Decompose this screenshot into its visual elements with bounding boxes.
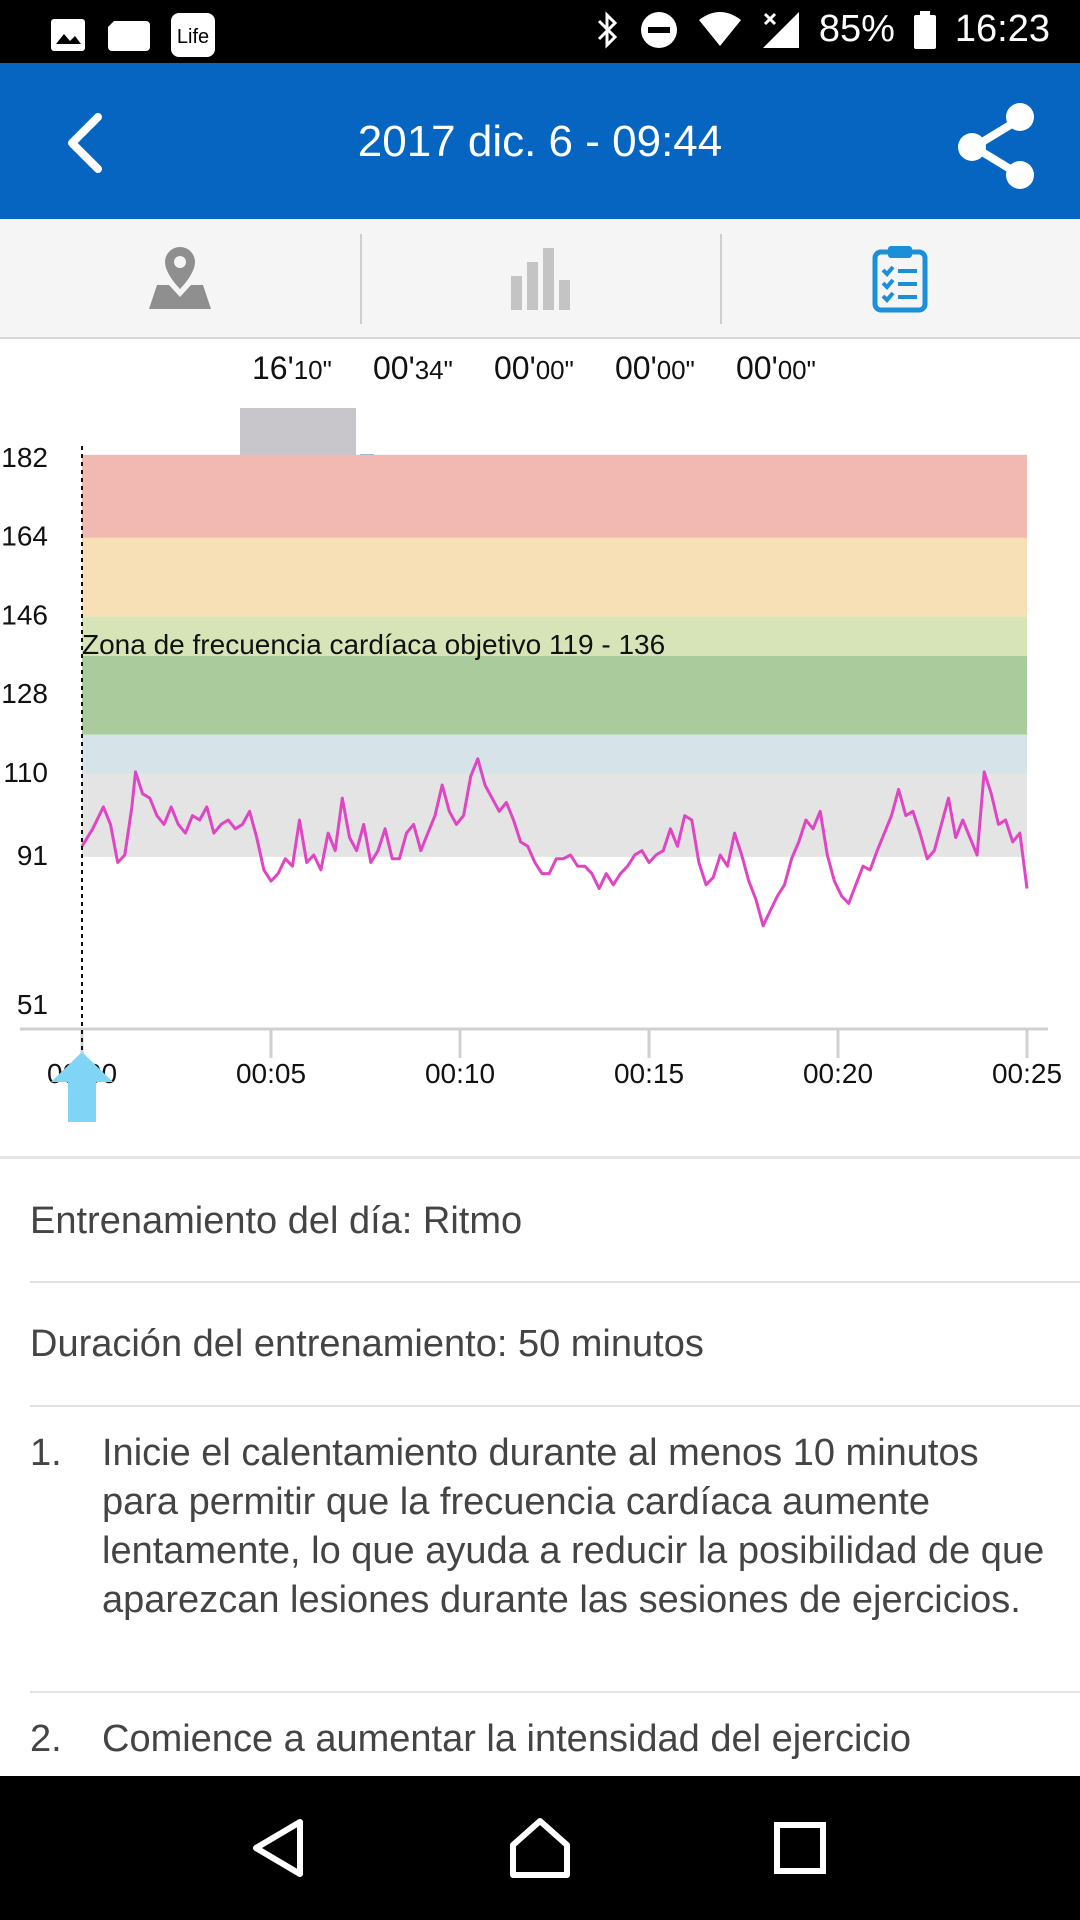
target-zone-label: Zona de frecuencia cardíaca objetivo 119…	[82, 629, 665, 660]
x-tick-label: 00:15	[614, 1058, 684, 1089]
clock: 16:23	[954, 8, 1050, 50]
notification-icon	[108, 21, 150, 51]
y-tick-label: 128	[1, 678, 48, 709]
section-divider	[0, 1156, 1080, 1159]
nav-recents-icon	[774, 1822, 826, 1874]
tab-bar	[0, 219, 1080, 339]
do-not-disturb-icon	[640, 11, 677, 48]
zone-time-1: 16'10"	[252, 350, 332, 387]
back-button[interactable]	[50, 103, 130, 183]
status-bar: Life 85% 16:23	[0, 0, 1080, 63]
hr-zone-band	[82, 537, 1027, 617]
heart-rate-chart: Zona de frecuencia cardíaca objetivo 119…	[1, 442, 1062, 1122]
battery-icon	[913, 10, 936, 49]
x-tick-label: 00:10	[425, 1058, 495, 1089]
y-tick-label: 91	[17, 840, 48, 871]
tab-map[interactable]	[0, 219, 360, 337]
share-icon	[958, 103, 1034, 189]
y-tick-label: 51	[17, 989, 48, 1020]
x-tick-label: 00:20	[803, 1058, 873, 1089]
status-left-icons: Life	[48, 12, 216, 58]
hr-zone-band	[82, 454, 1027, 538]
divider	[30, 1405, 1080, 1407]
nav-home-icon	[510, 1818, 570, 1878]
image-icon	[51, 19, 85, 51]
zone-share-bar	[240, 408, 356, 456]
tab-plan[interactable]	[720, 219, 1080, 337]
divider	[30, 1691, 1080, 1693]
wifi-icon	[698, 11, 741, 46]
y-tick-label: 182	[1, 442, 48, 473]
zone-time-5: 00'00"	[736, 350, 816, 387]
hr-zone-band	[82, 656, 1027, 735]
hr-zone-band	[82, 774, 1027, 857]
share-button[interactable]	[948, 97, 1044, 193]
status-right: 85% 16:23	[593, 8, 1050, 51]
page-title: 2017 dic. 6 - 09:44	[357, 117, 723, 166]
zone-time-sec: 00"	[777, 355, 816, 385]
zone-time-min: 16'	[252, 350, 294, 386]
nav-back-button[interactable]	[235, 1803, 325, 1893]
divider	[30, 1281, 1080, 1283]
zone-time-min: 00'	[615, 350, 657, 386]
plan-step-2: 2. Comience a aumentar la intensidad del…	[30, 1715, 1060, 1764]
zone-time-2: 00'34"	[373, 350, 453, 387]
hr-zone-band	[82, 734, 1027, 775]
y-tick-label: 164	[1, 521, 48, 552]
plan-step-1: 1. Inicie el calentamiento durante al me…	[30, 1429, 1060, 1625]
tab-stats[interactable]	[360, 219, 720, 337]
zone-time-min: 00'	[373, 350, 415, 386]
y-tick-label: 146	[1, 599, 48, 630]
life-app-icon: Life	[171, 13, 215, 57]
x-tick-label: 00:05	[236, 1058, 306, 1089]
zone-time-sec: 00"	[535, 355, 574, 385]
step-number: 1.	[30, 1432, 62, 1474]
bluetooth-icon	[597, 10, 617, 49]
zone-time-sec: 00"	[656, 355, 695, 385]
hr-zone-band	[82, 616, 1027, 656]
workout-duration: Duración del entrenamiento: 50 minutos	[30, 1323, 704, 1365]
zone-time-sec: 34"	[414, 355, 453, 385]
zone-time-3: 00'00"	[494, 350, 574, 387]
bar-chart-icon	[511, 248, 570, 310]
zone-time-4: 00'00"	[615, 350, 695, 387]
battery-percentage: 85%	[818, 8, 895, 50]
step-text: Comience a aumentar la intensidad del ej…	[102, 1718, 912, 1760]
workout-of-day: Entrenamiento del día: Ritmo	[30, 1200, 523, 1242]
nav-recents-button[interactable]	[755, 1803, 845, 1893]
x-tick-label: 00:25	[992, 1058, 1062, 1089]
map-pin-icon	[149, 247, 211, 309]
position-marker-icon	[51, 1052, 113, 1122]
zone-time-sec: 10"	[293, 355, 332, 385]
clipboard-list-icon	[872, 246, 928, 313]
system-nav-bar	[0, 1776, 1080, 1920]
nav-home-button[interactable]	[495, 1803, 585, 1893]
chevron-left-icon	[68, 113, 102, 173]
step-number: 2.	[30, 1718, 62, 1760]
heart-rate-line	[80, 757, 1029, 928]
no-signal-icon	[762, 11, 799, 48]
zone-times: 16'10" 00'34" 00'00" 00'00" 00'00"	[0, 350, 1080, 400]
zone-time-min: 00'	[494, 350, 536, 386]
nav-back-icon	[253, 1819, 303, 1877]
step-text: Inicie el calentamiento durante al menos…	[102, 1432, 1045, 1621]
svg-text:Life: Life	[177, 26, 209, 48]
zone-time-min: 00'	[736, 350, 778, 386]
y-tick-label: 110	[3, 757, 48, 788]
app-bar: 2017 dic. 6 - 09:44	[0, 63, 1080, 219]
